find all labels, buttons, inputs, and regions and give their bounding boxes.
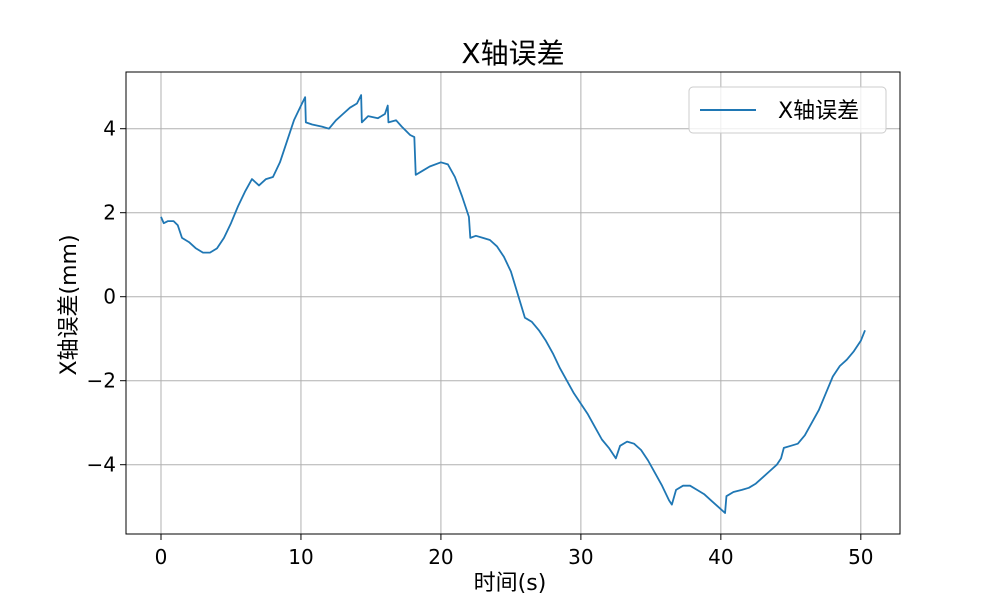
y-tick-label: −2 <box>87 369 116 393</box>
y-tick-label: −4 <box>87 453 116 477</box>
legend-box <box>688 86 887 134</box>
plot-frame <box>125 71 901 535</box>
y-tick-label: 2 <box>103 201 116 225</box>
plot-background <box>126 72 900 534</box>
chart-title: X轴误差 <box>461 37 564 70</box>
y-tick-label: 4 <box>103 117 116 141</box>
legend-label: X轴误差 <box>778 99 859 124</box>
legend: X轴误差 <box>688 86 887 134</box>
x-tick-label: 50 <box>848 545 873 569</box>
x-axis-title: 时间(s) <box>474 571 547 596</box>
x-tick-label: 10 <box>288 545 313 569</box>
series-line-0 <box>160 94 866 514</box>
axis-ticks: 0 10 20 30 40 50 −4 −2 0 2 4 <box>87 117 874 569</box>
x-tick-label: 30 <box>568 545 593 569</box>
x-tick-label: 20 <box>428 545 453 569</box>
x-tick-label: 0 <box>155 545 168 569</box>
x-tick-label: 40 <box>708 545 733 569</box>
series-layer <box>160 94 866 514</box>
y-tick-label: 0 <box>103 285 116 309</box>
y-axis-title: X轴误差(mm) <box>57 234 82 375</box>
